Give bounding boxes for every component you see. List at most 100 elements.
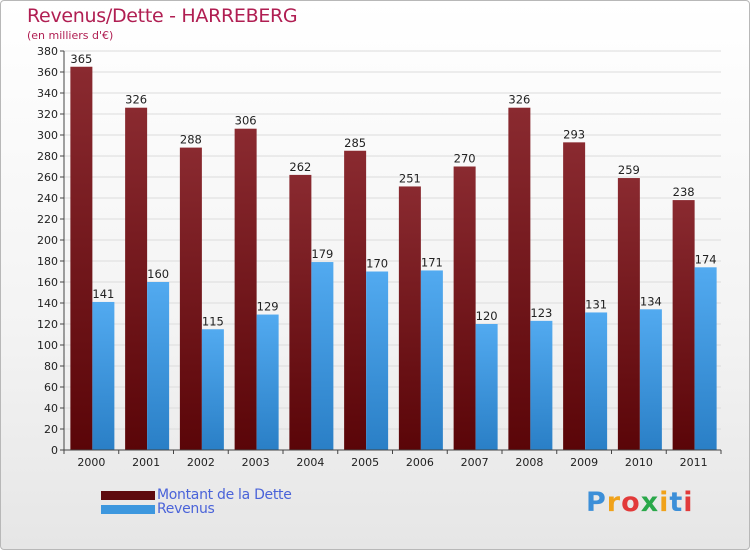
y-tick-label: 320 (37, 108, 58, 121)
data-label-debt-2002: 288 (180, 133, 202, 147)
legend-label-revenus: Revenus (157, 501, 215, 517)
bar-revenus-2007 (475, 324, 498, 450)
bar-revenus-2002 (201, 329, 224, 450)
x-tick-label: 2006 (406, 456, 434, 469)
axes: 0 20 40 60 80 100 120 140 160 180 200 220 240 260 280 3… (37, 45, 722, 469)
y-tick-label: 0 (51, 444, 58, 457)
bar-revenus-2009 (585, 312, 608, 450)
data-label-revenus-2001: 160 (147, 267, 169, 281)
data-label-debt-2010: 259 (618, 163, 640, 177)
y-tick-label: 180 (37, 255, 58, 268)
x-tick-label: 2005 (351, 456, 379, 469)
x-tick-label: 2002 (187, 456, 215, 469)
bar-debt-2000 (70, 66, 93, 450)
y-tick-label: 160 (37, 276, 58, 289)
chart-title: Revenus/Dette - HARREBERG (27, 5, 298, 27)
x-tick-label: 2000 (77, 456, 105, 469)
data-label-revenus-2006: 171 (421, 255, 443, 269)
logo-letter: t (669, 487, 684, 518)
gridlines (64, 50, 721, 451)
bar-debt-2004 (289, 174, 312, 450)
data-label-revenus-2007: 120 (476, 309, 498, 323)
data-label-revenus-2000: 141 (92, 287, 114, 301)
data-label-debt-2001: 326 (125, 93, 147, 107)
data-label-debt-2011: 238 (673, 185, 695, 199)
y-tick-label: 200 (37, 234, 58, 247)
bar-revenus-2004 (311, 262, 334, 450)
data-label-debt-2007: 270 (454, 152, 476, 166)
x-tick-label: 2007 (461, 456, 489, 469)
x-tick-label: 2011 (680, 456, 708, 469)
y-tick-label: 220 (37, 213, 58, 226)
y-tick-label: 20 (44, 423, 58, 436)
data-label-revenus-2011: 174 (695, 252, 717, 266)
bar-revenus-2006 (420, 270, 443, 450)
bar-debt-2011 (672, 200, 695, 450)
bar-revenus-2000 (92, 301, 115, 450)
data-label-debt-2000: 365 (70, 52, 92, 66)
y-tick-label: 380 (37, 45, 58, 58)
x-tick-label: 2009 (570, 456, 598, 469)
x-tick-label: 2010 (625, 456, 653, 469)
y-tick-label: 240 (37, 192, 58, 205)
bars: 365 141 326 160 288 115 306 129 262 179 285 170 251 1… (70, 52, 717, 451)
y-tick-label: 360 (37, 66, 58, 79)
y-tick-label: 280 (37, 150, 58, 163)
data-label-debt-2003: 306 (235, 114, 257, 128)
bar-debt-2006 (398, 186, 421, 450)
bar-revenus-2011 (694, 267, 717, 450)
bar-revenus-2003 (256, 314, 279, 450)
data-label-debt-2008: 326 (508, 93, 530, 107)
logo-letter: i (659, 487, 670, 518)
x-tick-label: 2003 (242, 456, 270, 469)
legend-item-revenus: Revenus (101, 501, 215, 517)
bar-revenus-2010 (639, 309, 662, 450)
data-label-revenus-2003: 129 (257, 300, 279, 314)
bar-debt-2002 (179, 147, 202, 450)
bar-debt-2001 (125, 107, 148, 450)
y-tick-label: 140 (37, 297, 58, 310)
x-tick-label: 2004 (296, 456, 324, 469)
bar-debt-2007 (453, 166, 476, 450)
logo-letter: i (683, 487, 694, 518)
data-label-debt-2006: 251 (399, 171, 421, 185)
legend-item-debt: Montant de la Dette (101, 487, 292, 503)
y-tick-label: 340 (37, 87, 58, 100)
x-tick-label: 2001 (132, 456, 160, 469)
y-tick-label: 100 (37, 339, 58, 352)
data-label-debt-2009: 293 (563, 127, 585, 141)
legend-swatch-debt (101, 490, 155, 500)
logo-letter: o (621, 487, 641, 518)
bar-debt-2005 (344, 150, 367, 450)
bar-debt-2003 (234, 128, 257, 450)
data-label-revenus-2004: 179 (311, 247, 333, 261)
bar-revenus-2005 (366, 271, 389, 450)
bar-debt-2010 (617, 178, 640, 451)
data-label-debt-2005: 285 (344, 136, 366, 150)
y-tick-label: 80 (44, 360, 58, 373)
bar-debt-2008 (508, 107, 531, 450)
data-label-revenus-2009: 131 (585, 297, 607, 311)
y-tick-label: 300 (37, 129, 58, 142)
proxiti-logo: Proxiti (586, 487, 694, 518)
legend-label-debt: Montant de la Dette (157, 487, 292, 503)
y-tick-label: 60 (44, 381, 58, 394)
data-label-debt-2004: 262 (289, 160, 311, 174)
chart-subtitle: (en milliers d'€) (27, 29, 114, 42)
legend-swatch-revenus (101, 504, 155, 514)
y-tick-label: 120 (37, 318, 58, 331)
bar-debt-2009 (563, 142, 586, 450)
logo-letter: P (586, 487, 607, 518)
logo-letter: x (640, 487, 660, 518)
data-label-revenus-2010: 134 (640, 294, 662, 308)
data-label-revenus-2005: 170 (366, 257, 388, 271)
bar-revenus-2008 (530, 320, 553, 450)
x-tick-label: 2008 (515, 456, 543, 469)
logo-letter: r (606, 487, 622, 518)
data-label-revenus-2008: 123 (530, 306, 552, 320)
y-tick-label: 40 (44, 402, 58, 415)
y-tick-label: 260 (37, 171, 58, 184)
data-label-revenus-2002: 115 (202, 314, 224, 328)
